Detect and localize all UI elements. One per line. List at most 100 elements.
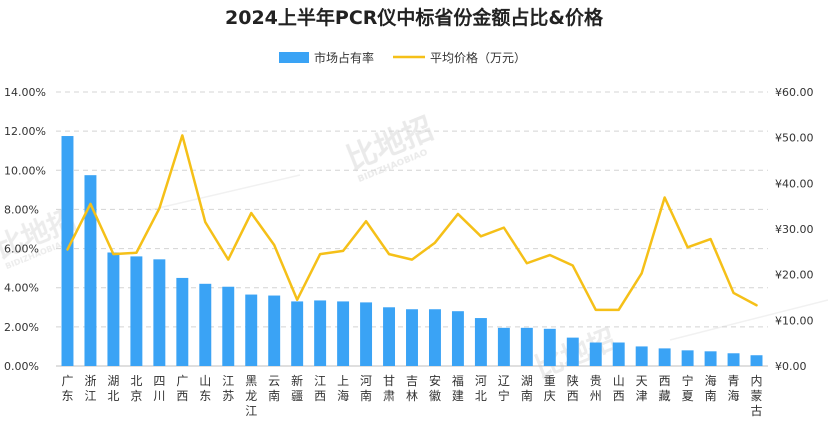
line-point [434, 242, 436, 244]
line-point [549, 254, 551, 256]
bar [750, 355, 763, 366]
bar [153, 259, 166, 366]
category-label: 陕西 [567, 373, 579, 403]
watermark-stroke [669, 299, 828, 341]
legend-line-label: 平均价格（万元） [430, 50, 526, 65]
category-label: 广东 [61, 374, 73, 403]
line-point [66, 248, 69, 251]
line-point [480, 235, 482, 237]
category-label: 青海 [728, 374, 740, 403]
category-label: 西藏 [659, 374, 671, 403]
category-label: 云南 [268, 374, 280, 403]
line-point [89, 203, 92, 205]
bar [451, 311, 464, 366]
bar [268, 295, 281, 366]
line-point [388, 253, 390, 255]
category-label: 甘肃 [383, 374, 395, 403]
line-point [503, 227, 505, 229]
legend-bar-swatch [279, 52, 309, 63]
category-label: 辽宁 [498, 374, 510, 403]
category-label: 山西 [613, 374, 625, 403]
watermark-logo: 比地招 BIDIZHAOBIAO [342, 111, 439, 185]
bar [543, 328, 556, 366]
line-point [250, 212, 252, 214]
left-tick-label: 8.00% [4, 203, 39, 216]
bar [245, 294, 258, 366]
bar [612, 342, 625, 366]
category-label: 上海 [337, 374, 349, 403]
left-tick-label: 4.00% [4, 282, 39, 295]
line-point [457, 213, 459, 215]
line-point [227, 258, 229, 261]
bar [474, 318, 487, 366]
bar [497, 327, 510, 366]
category-label: 江西 [314, 374, 326, 403]
category-label: 河北 [475, 374, 487, 403]
right-tick-label: ¥60.00 [775, 86, 814, 99]
category-label: 福建 [452, 373, 464, 403]
bar [520, 327, 533, 366]
line-point [365, 220, 367, 222]
right-tick-label: ¥30.00 [775, 223, 814, 236]
bar [222, 286, 235, 366]
category-label: 江苏 [222, 374, 234, 403]
bar-series [61, 136, 763, 366]
bar [428, 309, 441, 366]
legend: 市场占有率 平均价格（万元） [279, 50, 526, 65]
bar [681, 350, 694, 366]
bar [589, 342, 602, 366]
category-label: 山东 [199, 374, 211, 403]
line-point [664, 196, 666, 199]
bar [406, 309, 418, 366]
line-point [273, 244, 275, 246]
category-label: 四川 [153, 374, 165, 403]
left-tick-label: 12.00% [4, 125, 46, 138]
bar [291, 301, 304, 366]
category-label: 新疆 [291, 373, 303, 403]
left-axis: 0.00% 2.00% 4.00% 6.00% 8.00% 10.00% 12.00% 14.… [4, 86, 46, 373]
line-point [204, 221, 206, 223]
bar [176, 277, 189, 366]
watermark-stroke [149, 174, 301, 211]
bar [704, 351, 717, 366]
category-label: 湖南 [521, 373, 533, 403]
category-label: 吉林 [406, 374, 418, 403]
left-tick-label: 2.00% [4, 321, 39, 334]
bar [130, 256, 143, 366]
right-tick-label: ¥20.00 [775, 269, 814, 282]
line-point [112, 253, 115, 255]
category-label: 天津 [636, 374, 648, 403]
category-label: 宁夏 [682, 373, 694, 403]
category-label: 内蒙古 [751, 374, 763, 418]
bar [727, 353, 740, 366]
bar [199, 283, 212, 366]
bar [314, 300, 327, 366]
line-point [687, 246, 689, 248]
line-point [709, 238, 712, 240]
category-label: 浙江 [84, 374, 96, 403]
line-point [755, 304, 758, 306]
bar [337, 301, 350, 366]
category-label: 海南 [705, 373, 717, 403]
category-label: 安徽 [429, 373, 441, 403]
line-point [319, 253, 321, 255]
right-tick-label: ¥0.00 [775, 360, 807, 373]
chart-title: 2024上半年PCR仪中标省份金额占比&价格 [225, 6, 604, 29]
line-point [135, 252, 137, 254]
line-point [595, 309, 597, 311]
line-point [572, 264, 574, 267]
right-tick-label: ¥10.00 [775, 314, 814, 327]
bar [107, 252, 120, 366]
category-labels: 广东浙江湖北北京四川广西山东江苏黑龙江云南新疆江西上海河南甘肃吉林安徽福建河北辽… [61, 373, 762, 418]
bar [84, 175, 97, 366]
line-point [618, 309, 620, 311]
category-label: 贵州 [590, 374, 602, 403]
bar [360, 302, 373, 366]
category-label: 河南 [360, 374, 372, 403]
left-tick-label: 14.00% [4, 86, 46, 99]
line-point [732, 292, 735, 294]
bar [566, 337, 579, 366]
line-point [526, 262, 528, 264]
